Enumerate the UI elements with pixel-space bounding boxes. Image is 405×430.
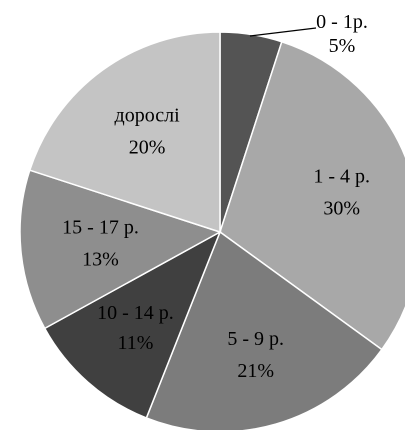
slice-value-label-6: 20%: [129, 137, 166, 159]
slice-value-label-3: 21%: [237, 360, 274, 382]
leader-lines: [249, 27, 317, 37]
pie-slice-4: [43, 230, 222, 419]
pie-slices: [19, 31, 405, 430]
slice-value-label-5: 13%: [82, 248, 119, 270]
slice-value-label-4: 11%: [117, 332, 153, 354]
slice-value-label-1: 5%: [329, 35, 356, 57]
slice-category-label-5: 15 - 17 р.: [62, 216, 139, 238]
slice-category-label-4: 10 - 14 р.: [97, 302, 174, 324]
pie-labels: 0 - 1р.5% 1 - 4 р. 30% 5 - 9 р. 21% 10 - 14 р…: [62, 11, 370, 382]
slice-category-label-3: 5 - 9 р.: [227, 328, 284, 350]
slice-category-label-2: 1 - 4 р.: [313, 165, 370, 187]
slice-category-label-6: дорослі: [115, 105, 181, 127]
slice-value-label-2: 30%: [323, 197, 360, 219]
pie-slice-6: [28, 31, 221, 234]
pie-slice-3: [145, 230, 383, 430]
leader-line-1: [249, 27, 317, 37]
pie-slice-5: [19, 169, 222, 330]
slice-category-label-1: 0 - 1р.: [316, 11, 368, 33]
